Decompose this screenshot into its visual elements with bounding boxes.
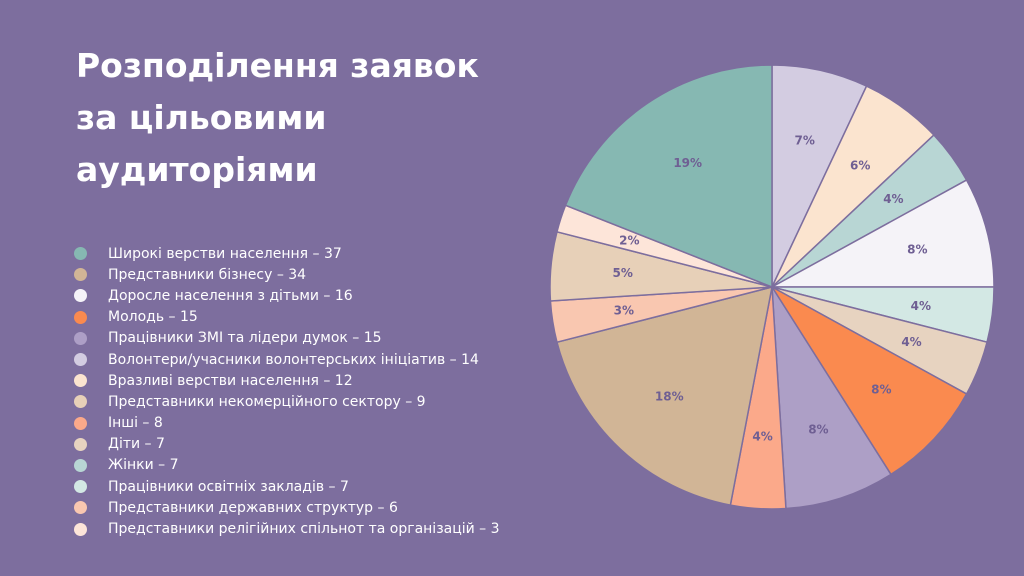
legend-item: Волонтери/учасники волонтерських ініціат… [74, 349, 500, 370]
legend-label: Працівники ЗМІ та лідери думок – 15 [108, 330, 382, 347]
legend-item: Молодь – 15 [74, 307, 500, 328]
legend-swatch [74, 310, 87, 324]
legend-item: Представники релігійних спільнот та орга… [74, 518, 500, 539]
pie-slice-label: 6% [850, 159, 870, 173]
legend-item: Представники державних структур – 6 [74, 497, 500, 518]
pie-slice-label: 4% [901, 335, 921, 349]
title-line-1: Розподілення заявок [76, 46, 479, 85]
legend: Широкі верстви населення – 37 Представник… [74, 243, 500, 540]
pie-slice-label: 2% [619, 234, 639, 248]
legend-label: Молодь – 15 [108, 309, 198, 326]
legend-label: Жінки – 7 [108, 457, 179, 474]
pie-slice-label: 8% [808, 423, 828, 437]
legend-label: Діти – 7 [108, 436, 165, 453]
legend-item: Інші – 8 [74, 413, 500, 434]
legend-item: Діти – 7 [74, 434, 500, 455]
legend-label: Представники бізнесу – 34 [108, 266, 307, 283]
legend-swatch [74, 501, 87, 515]
pie-slice-label: 7% [795, 134, 815, 148]
legend-item: Широкі верстви населення – 37 [74, 243, 500, 264]
pie-slice-label: 8% [871, 383, 891, 397]
legend-swatch [74, 522, 87, 536]
legend-label: Широкі верстви населення – 37 [108, 245, 342, 262]
pie-slice-label: 19% [673, 156, 702, 170]
legend-item: Представники бізнесу – 34 [74, 264, 500, 285]
legend-swatch [74, 331, 87, 345]
legend-item: Доросле населення з дітьми – 16 [74, 285, 500, 306]
legend-swatch [74, 353, 87, 367]
pie-slice [771, 286, 968, 476]
pie-slice-label: 3% [614, 304, 634, 318]
pie-slice [771, 286, 892, 510]
chart-title: Розподілення заявок за цільовими аудитор… [76, 40, 546, 196]
legend-label: Працівники освітніх закладів – 7 [108, 478, 349, 495]
legend-item: Працівники ЗМІ та лідери думок – 15 [74, 328, 500, 349]
legend-label: Вразливі верстви населення – 12 [108, 372, 353, 389]
legend-item: Вразливі верстви населення – 12 [74, 370, 500, 391]
legend-swatch [74, 480, 87, 494]
legend-swatch [74, 289, 87, 303]
pie-slice-label: 4% [752, 430, 772, 444]
legend-item: Працівники освітніх закладів – 7 [74, 476, 500, 497]
legend-swatch [74, 395, 87, 409]
legend-item: Представники некомерційного сектору – 9 [74, 391, 500, 412]
legend-label: Волонтери/учасники волонтерських ініціат… [108, 351, 479, 368]
legend-label: Представники державних структур – 6 [108, 499, 398, 516]
legend-item: Жінки – 7 [74, 455, 500, 476]
pie-slice-label: 4% [911, 299, 931, 313]
pie-slice-label: 5% [613, 266, 633, 280]
legend-label: Представники релігійних спільнот та орга… [108, 521, 500, 538]
legend-label: Представники некомерційного сектору – 9 [108, 393, 426, 410]
pie-slice [771, 179, 995, 288]
pie-slice [564, 64, 773, 289]
pie-slice-label: 18% [655, 389, 684, 403]
legend-swatch [74, 268, 87, 282]
legend-swatch [74, 247, 87, 261]
legend-swatch [74, 416, 87, 430]
legend-swatch [74, 437, 87, 451]
pie-slice-label: 8% [907, 243, 927, 257]
pie-slice [556, 285, 773, 506]
title-line-2: за цільовими [76, 98, 327, 137]
legend-swatch [74, 374, 87, 388]
title-line-3: аудиторіями [76, 150, 318, 189]
legend-label: Доросле населення з дітьми – 16 [108, 287, 353, 304]
legend-swatch [74, 458, 87, 472]
legend-label: Інші – 8 [108, 415, 163, 432]
pie-slice-label: 4% [883, 192, 903, 206]
